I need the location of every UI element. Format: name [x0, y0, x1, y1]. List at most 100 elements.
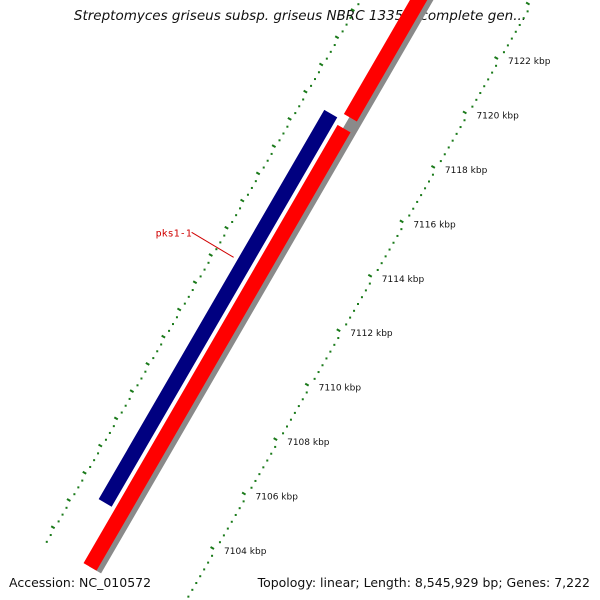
outer-tick-minor [140, 377, 143, 380]
tick-label-7122: 7122 kbp [508, 57, 551, 67]
outer-tick-minor [298, 105, 301, 108]
outer-tick-minor [120, 411, 123, 414]
outer-tick-minor [219, 241, 222, 244]
outer-tick-minor [278, 139, 281, 142]
tick-label-7106: 7106 kbp [256, 493, 299, 503]
scale-tick-minor [234, 513, 237, 516]
outer-tick-major [113, 416, 119, 421]
outer-tick-major [145, 362, 150, 366]
scale-tick-minor [289, 418, 292, 421]
outer-tick-minor [302, 98, 305, 101]
outer-tick-minor [152, 357, 155, 360]
scale-tick-minor [384, 255, 387, 258]
outer-tick-minor [207, 261, 210, 264]
outer-tick-minor [124, 404, 127, 407]
scale-tick-major [462, 110, 467, 115]
outer-tick-minor [108, 431, 111, 434]
outer-tick-minor [77, 486, 80, 489]
scale-tick-minor [526, 10, 529, 13]
outer-tick-major [98, 443, 103, 448]
scale-tick-minor [333, 343, 336, 346]
outer-tick-minor [325, 57, 328, 60]
scale-tick-minor [416, 200, 419, 203]
scale-tick-major [336, 328, 341, 333]
accession-label: Accession: NC_010572 [9, 575, 152, 590]
scale-tick-minor [443, 153, 446, 156]
outer-tick-track [45, 3, 360, 543]
outer-tick-minor [266, 159, 269, 162]
scale-tick-minor [297, 405, 300, 408]
scale-tick-major [273, 437, 278, 441]
outer-tick-minor [187, 295, 190, 298]
outer-tick-minor [199, 275, 202, 278]
gene-label-pks1-1: pks1-1 [156, 228, 192, 239]
scale-tick-minor [195, 582, 198, 585]
scale-tick-minor [191, 588, 194, 591]
scale-tick-minor [412, 207, 415, 210]
outer-tick-major [224, 225, 229, 230]
scale-tick-minor [408, 214, 411, 217]
scale-tick-minor [293, 411, 296, 414]
scale-tick-minor [400, 228, 403, 231]
tick-label-7116: 7116 kbp [413, 220, 456, 230]
outer-tick-minor [317, 71, 320, 74]
scale-tick-major [241, 491, 247, 496]
outer-tick-minor [128, 397, 131, 400]
outer-tick-major [66, 498, 71, 502]
scale-tick-minor [380, 262, 383, 265]
scale-tick-minor [262, 466, 265, 469]
outer-tick-minor [156, 350, 159, 353]
scale-tick-minor [349, 316, 352, 319]
scale-tick-minor [270, 452, 273, 455]
outer-tick-minor [81, 479, 84, 482]
outer-tick-minor [73, 493, 76, 496]
scale-tick-minor [439, 160, 442, 163]
scale-tick-major [430, 165, 436, 169]
outer-tick-minor [172, 323, 175, 326]
outer-tick-minor [270, 152, 273, 155]
tick-label-7110: 7110 kbp [319, 384, 362, 394]
outer-tick-minor [168, 329, 171, 332]
gene-leader-line [191, 231, 234, 258]
scale-tick-minor [491, 71, 494, 74]
scale-tick-minor [238, 507, 241, 510]
scale-tick-minor [364, 289, 367, 292]
outer-tick-minor [235, 214, 238, 217]
outer-tick-minor [65, 506, 68, 509]
tick-label-7114: 7114 kbp [382, 275, 425, 285]
scale-tick-minor [211, 554, 214, 557]
scale-tick-minor [475, 98, 478, 101]
scale-tick-minor [428, 180, 430, 183]
outer-tick-minor [223, 234, 226, 237]
tick-label-7108: 7108 kbp [287, 438, 330, 448]
outer-tick-minor [345, 23, 348, 26]
scale-tick-minor [325, 357, 328, 360]
outer-tick-major [192, 280, 198, 285]
outer-tick-major [287, 117, 292, 121]
outer-tick-major [50, 525, 56, 530]
scale-tick-minor [250, 486, 253, 489]
scale-tick-major [525, 1, 531, 6]
scale-tick-minor [463, 119, 466, 122]
outer-tick-major [176, 307, 182, 312]
outer-tick-minor [160, 343, 163, 346]
scale-tick-minor [483, 85, 486, 88]
scale-tick-minor [345, 323, 348, 326]
scale-tick-minor [321, 364, 324, 367]
scale-tick-minor [203, 568, 206, 571]
outer-tick-minor [262, 166, 265, 169]
tick-label-7112: 7112 kbp [350, 329, 393, 339]
reverse-strand-feature [83, 124, 351, 571]
outer-tick-major [334, 35, 340, 40]
scale-tick-major [367, 273, 373, 278]
outer-tick-minor [250, 186, 253, 189]
outer-tick-minor [104, 438, 107, 441]
scale-tick-minor [514, 30, 517, 33]
outer-tick-minor [246, 193, 249, 196]
scale-tick-minor [187, 595, 190, 598]
scale-tick-minor [502, 51, 505, 54]
outer-tick-minor [310, 84, 313, 87]
scale-tick-minor [353, 309, 356, 312]
outer-tick-minor [97, 452, 100, 455]
